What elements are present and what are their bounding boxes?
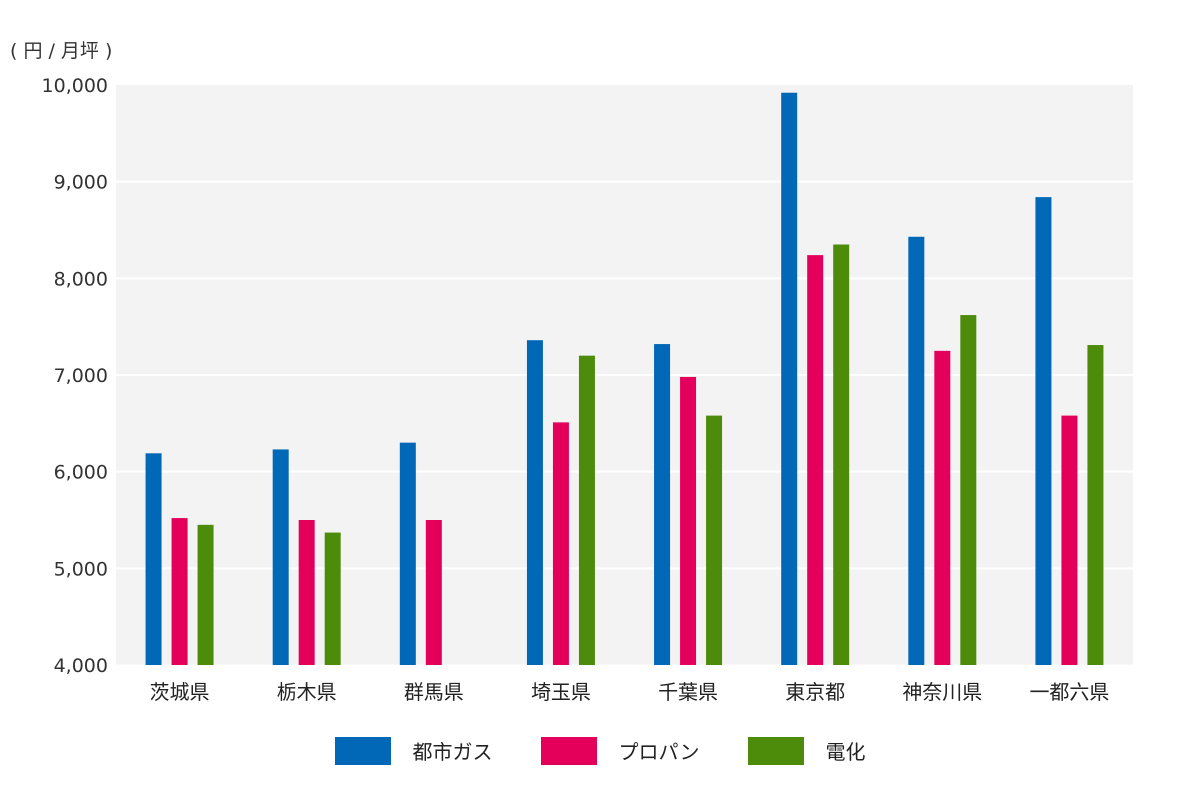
y-axis-unit-label: ( 円 / 月坪 ) — [10, 40, 113, 62]
bar — [706, 415, 723, 665]
bar — [425, 520, 442, 665]
legend-item-denka: 電化 — [747, 736, 866, 765]
x-tick-label: 神奈川県 — [902, 680, 982, 704]
legend-label-propane: プロパン — [618, 740, 700, 764]
x-tick-label: 一都六県 — [1029, 680, 1109, 704]
y-tick-label: 6,000 — [54, 462, 108, 484]
bar — [934, 350, 951, 665]
bar — [145, 453, 162, 665]
y-tick-label: 10,000 — [42, 75, 108, 97]
x-tick-label: 茨城県 — [150, 680, 210, 704]
legend-swatch-propane — [540, 736, 597, 765]
bar — [1087, 345, 1104, 665]
bar — [197, 524, 214, 665]
y-tick-label: 7,000 — [54, 365, 108, 387]
y-tick-label: 9,000 — [54, 172, 108, 194]
bar — [960, 315, 977, 665]
x-tick-label: 千葉県 — [658, 680, 718, 704]
bar — [781, 92, 798, 665]
bar — [807, 255, 824, 665]
bar — [680, 376, 697, 665]
bar — [171, 518, 188, 665]
legend-item-propane: プロパン — [540, 736, 700, 765]
legend-item-toshi-gas: 都市ガス — [334, 736, 493, 765]
bar — [298, 520, 315, 665]
bar — [908, 236, 925, 665]
legend-label-toshi-gas: 都市ガス — [412, 740, 493, 764]
bar — [1035, 197, 1052, 665]
x-tick-label: 栃木県 — [277, 680, 337, 704]
legend: 都市ガス プロパン 電化 — [0, 736, 1200, 765]
legend-label-denka: 電化 — [825, 740, 866, 764]
bar — [399, 442, 416, 665]
bar — [272, 449, 289, 665]
bar — [654, 344, 671, 665]
y-tick-label: 8,000 — [54, 268, 108, 290]
x-tick-label: 埼玉県 — [531, 680, 591, 704]
bar — [324, 532, 341, 665]
legend-swatch-denka — [747, 736, 804, 765]
y-tick-label: 5,000 — [54, 558, 108, 580]
bar — [1061, 415, 1078, 665]
legend-swatch-toshi-gas — [334, 736, 391, 765]
bar — [552, 422, 569, 665]
bar — [578, 355, 595, 665]
y-tick-label: 4,000 — [54, 655, 108, 677]
bar — [526, 340, 543, 665]
x-tick-label: 東京都 — [785, 680, 845, 704]
bar — [833, 244, 850, 665]
x-tick-label: 群馬県 — [404, 680, 464, 704]
